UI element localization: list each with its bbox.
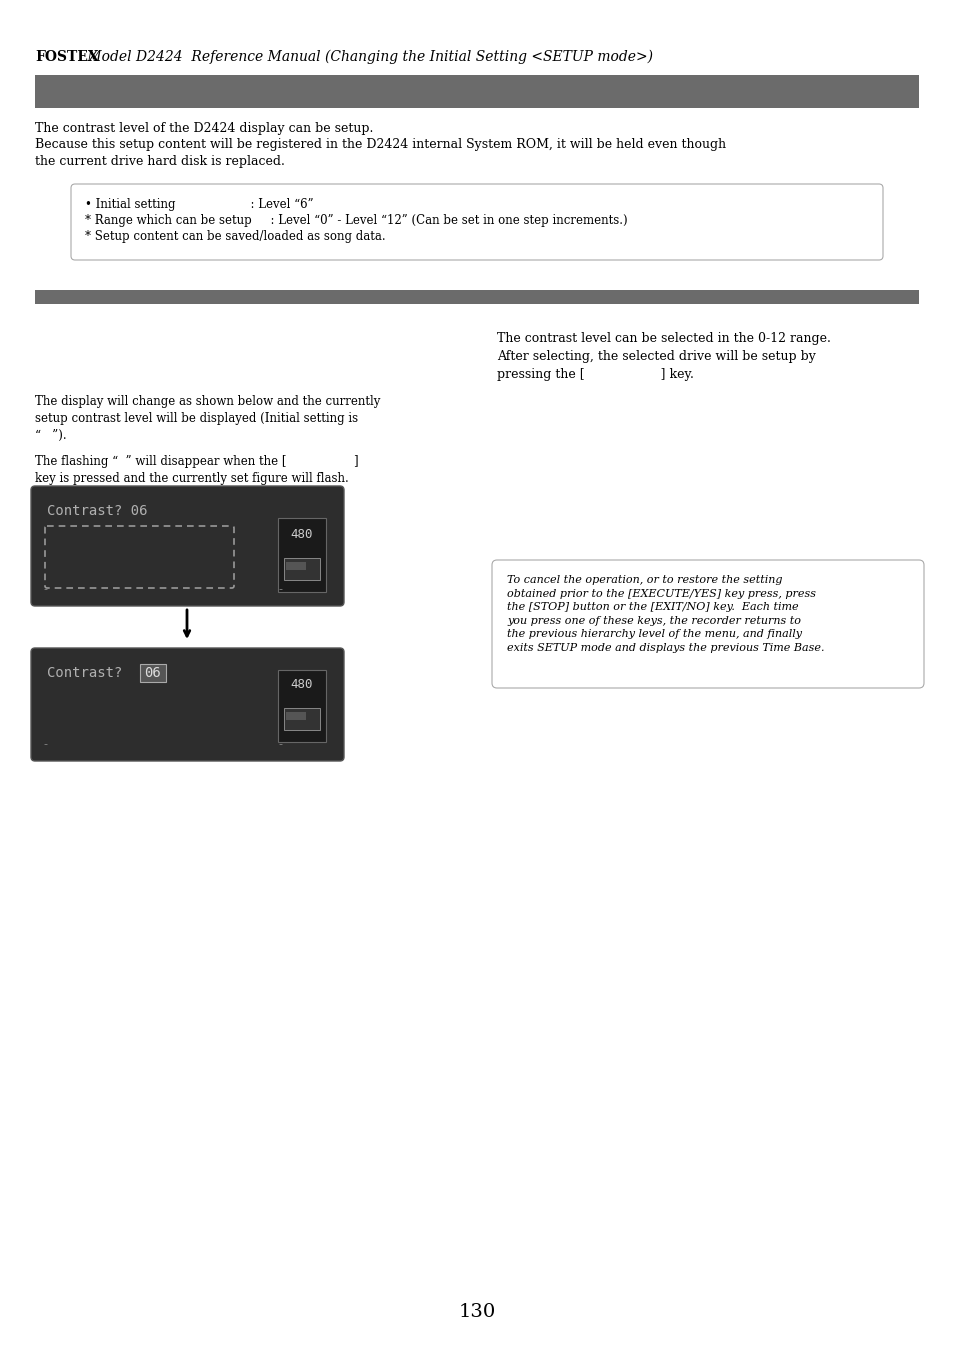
Text: • Initial setting                    : Level “6”: • Initial setting : Level “6” (85, 199, 314, 211)
Text: To cancel the operation, or to restore the setting
obtained prior to the [EXECUT: To cancel the operation, or to restore t… (506, 576, 823, 653)
Text: -: - (277, 584, 282, 594)
Text: 480: 480 (291, 528, 313, 540)
FancyBboxPatch shape (30, 648, 344, 761)
FancyBboxPatch shape (30, 486, 344, 607)
Bar (284, 558, 319, 580)
Text: Contrast? 06: Contrast? 06 (47, 504, 148, 517)
Text: 480: 480 (291, 678, 313, 690)
Bar (284, 708, 319, 730)
Text: -: - (277, 739, 282, 748)
Text: 06: 06 (145, 666, 161, 680)
Text: The contrast level of the D2424 display can be setup.: The contrast level of the D2424 display … (35, 122, 373, 135)
Text: The display will change as shown below and the currently
setup contrast level wi: The display will change as shown below a… (35, 394, 380, 442)
Text: 130: 130 (457, 1302, 496, 1321)
Bar (286, 562, 306, 570)
FancyBboxPatch shape (492, 561, 923, 688)
FancyBboxPatch shape (71, 184, 882, 259)
Text: * Setup content can be saved/loaded as song data.: * Setup content can be saved/loaded as s… (85, 230, 385, 243)
Text: * Range which can be setup     : Level “0” - Level “12” (Can be set in one step : * Range which can be setup : Level “0” -… (85, 213, 627, 227)
Text: -: - (43, 739, 47, 748)
Bar (277, 670, 326, 742)
Bar (140, 663, 166, 682)
Text: Because this setup content will be registered in the D2424 internal System ROM, : Because this setup content will be regis… (35, 138, 725, 168)
Text: FOSTEX: FOSTEX (35, 50, 98, 63)
Text: -: - (43, 584, 47, 594)
Text: The flashing “  ” will disappear when the [                  ]
key is pressed an: The flashing “ ” will disappear when the… (35, 455, 358, 485)
Text: Contrast?: Contrast? (47, 666, 131, 680)
Text: The contrast level can be selected in the 0-12 range.
After selecting, the selec: The contrast level can be selected in th… (497, 332, 830, 381)
Text: Model D2424  Reference Manual (Changing the Initial Setting <SETUP mode>): Model D2424 Reference Manual (Changing t… (83, 50, 652, 65)
Bar (35, 290, 918, 304)
Bar (35, 76, 918, 108)
Bar (286, 712, 306, 720)
Bar (277, 517, 326, 592)
